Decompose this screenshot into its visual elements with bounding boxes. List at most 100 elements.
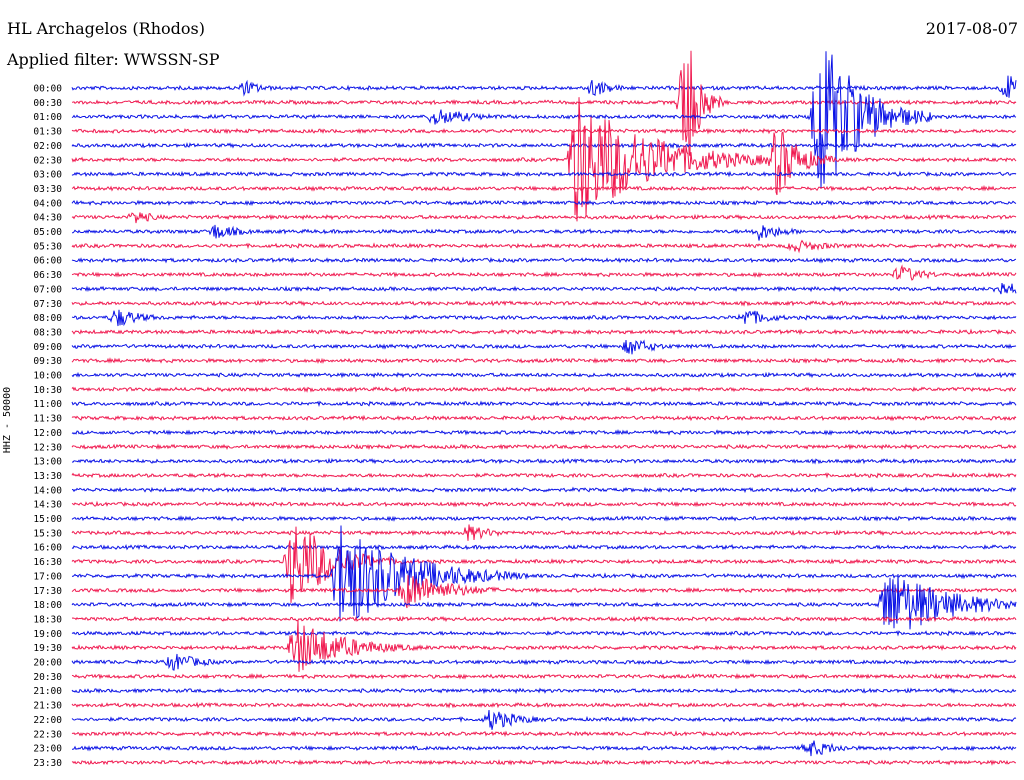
trace-row-0930	[71, 357, 1017, 364]
row-label-0800: 08:00	[33, 313, 62, 324]
row-label-1500: 15:00	[33, 514, 62, 525]
trace-row-0500	[72, 224, 1017, 241]
row-label-0400: 04:00	[33, 198, 62, 209]
trace-row-0800	[71, 309, 1017, 327]
trace-row-2200	[71, 709, 1017, 730]
row-label-1100: 11:00	[33, 399, 62, 410]
trace-row-1000	[71, 371, 1017, 379]
row-label-1430: 14:30	[33, 500, 62, 511]
trace-row-2300	[72, 740, 1017, 757]
trace-row-1330	[71, 471, 1017, 479]
row-label-0430: 04:30	[33, 213, 62, 224]
row-label-0630: 06:30	[33, 270, 62, 281]
row-label-0030: 00:30	[33, 98, 62, 109]
trace-row-1900	[71, 630, 1017, 637]
row-label-0300: 03:00	[33, 170, 62, 181]
trace-row-1600	[71, 543, 1017, 551]
row-label-2030: 20:30	[33, 672, 62, 683]
row-label-1800: 18:00	[33, 600, 62, 611]
trace-row-1300	[71, 457, 1017, 465]
row-label-1330: 13:30	[33, 471, 62, 482]
trace-row-0600	[71, 256, 1017, 264]
row-label-2130: 21:30	[33, 701, 62, 712]
trace-row-0000	[71, 75, 1017, 98]
trace-row-1230	[71, 443, 1017, 451]
trace-row-0030	[71, 50, 1017, 157]
row-label-2300: 23:00	[33, 744, 62, 755]
trace-row-2330	[71, 759, 1016, 766]
trace-row-0730	[71, 299, 1017, 307]
trace-row-2000	[71, 653, 1017, 671]
row-label-0700: 07:00	[33, 284, 62, 295]
row-label-1030: 10:30	[33, 385, 62, 396]
row-label-0230: 02:30	[33, 155, 62, 166]
trace-row-0130	[71, 127, 1017, 135]
row-label-1730: 17:30	[33, 586, 62, 597]
row-label-0100: 01:00	[33, 112, 62, 123]
trace-row-1500	[71, 515, 1017, 522]
trace-row-1930	[71, 619, 1017, 672]
row-labels: 00:00 00:30 01:00 01:30 02:00 02:30 03:00 03:30…	[33, 84, 62, 769]
row-label-1900: 19:00	[33, 629, 62, 640]
trace-lines	[71, 50, 1017, 766]
row-label-2330: 23:30	[33, 758, 62, 769]
trace-row-1130	[71, 414, 1017, 422]
trace-row-1100	[71, 400, 1017, 407]
trace-row-0230	[71, 97, 1017, 222]
trace-row-0200	[71, 142, 1017, 149]
trace-row-0330	[71, 184, 1017, 192]
row-label-1200: 12:00	[33, 428, 62, 439]
row-label-2230: 22:30	[33, 729, 62, 740]
trace-row-1630	[71, 526, 1017, 603]
row-label-0200: 02:00	[33, 141, 62, 152]
trace-row-1200	[71, 428, 1017, 436]
trace-row-0830	[71, 328, 1017, 336]
trace-row-0100	[71, 51, 1017, 189]
row-label-0130: 01:30	[33, 127, 62, 138]
row-label-1230: 12:30	[33, 442, 62, 453]
row-label-0600: 06:00	[33, 256, 62, 267]
trace-row-1030	[71, 386, 1017, 393]
trace-row-0630	[71, 264, 1017, 281]
row-label-1530: 15:30	[33, 528, 62, 539]
row-label-1400: 14:00	[33, 485, 62, 496]
row-label-2000: 20:00	[33, 658, 62, 669]
trace-row-1730	[71, 575, 1017, 609]
trace-row-2100	[71, 687, 1017, 695]
row-label-0930: 09:30	[33, 356, 62, 367]
trace-row-0400	[71, 199, 1017, 207]
row-label-0730: 07:30	[33, 299, 62, 310]
row-label-1300: 13:00	[33, 457, 62, 468]
row-label-0000: 00:00	[33, 84, 62, 95]
recording-date: 2017-08-07	[925, 19, 1018, 38]
trace-row-1700	[71, 525, 1017, 622]
trace-row-0700	[71, 283, 1017, 295]
trace-row-2030	[71, 672, 1017, 680]
trace-row-1830	[71, 615, 1017, 623]
trace-row-1800	[71, 573, 1017, 630]
row-label-1630: 16:30	[33, 557, 62, 568]
trace-row-0530	[71, 239, 1017, 254]
trace-row-1430	[71, 500, 1017, 508]
filter-label: Applied filter: WWSSN-SP	[7, 50, 220, 69]
trace-row-2230	[71, 730, 1017, 738]
station-title: HL Archagelos (Rhodos)	[7, 19, 205, 38]
trace-row-0900	[71, 339, 1017, 355]
row-label-2200: 22:00	[33, 715, 62, 726]
row-label-0530: 05:30	[33, 241, 62, 252]
trace-row-2130	[71, 701, 1017, 709]
row-label-1000: 10:00	[33, 371, 62, 382]
trace-row-0300	[71, 170, 1017, 178]
row-label-0500: 05:00	[33, 227, 62, 238]
row-label-1130: 11:30	[33, 414, 62, 425]
row-label-1930: 19:30	[33, 643, 62, 654]
row-label-0900: 09:00	[33, 342, 62, 353]
row-label-0830: 08:30	[33, 327, 62, 338]
trace-row-0430	[71, 212, 1017, 224]
trace-row-1400	[71, 486, 1017, 494]
row-label-1830: 18:30	[33, 614, 62, 625]
row-label-2100: 21:00	[33, 686, 62, 697]
row-label-1600: 16:00	[33, 543, 62, 554]
trace-row-1530	[71, 524, 1017, 541]
